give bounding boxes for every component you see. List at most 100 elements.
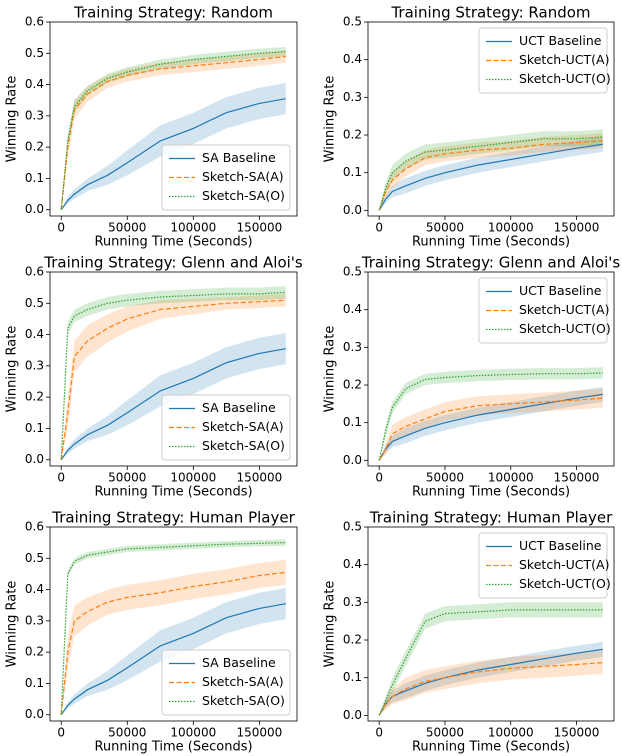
series-line — [378, 397, 603, 461]
legend-label: SA Baseline — [202, 400, 276, 415]
legend-label: Sketch-SA(A) — [202, 169, 284, 184]
y-tick-label: 0.1 — [25, 171, 44, 185]
confidence-band — [379, 129, 603, 211]
y-tick-label: 0.4 — [25, 77, 44, 91]
legend-label: Sketch-UCT(O) — [519, 576, 611, 591]
legend-label: UCT Baseline — [519, 283, 602, 298]
legend-box — [478, 27, 608, 94]
plot-frame — [49, 526, 298, 722]
series-line — [60, 291, 286, 460]
confidence-band — [379, 388, 603, 461]
y-tick-label: 0.3 — [25, 358, 44, 372]
y-tick-label: 0.1 — [343, 165, 362, 179]
legend-box — [478, 532, 608, 599]
y-tick-label: 0.5 — [25, 296, 44, 310]
series-line — [378, 662, 603, 716]
x-tick-label: 100000 — [170, 221, 216, 235]
legend-label: Sketch-UCT(A) — [519, 557, 609, 572]
chart-title: Training Strategy: Random — [73, 4, 273, 22]
legend-label: Sketch-SA(A) — [202, 674, 284, 689]
x-axis-label: Running Time (Seconds) — [94, 235, 252, 250]
series-line — [378, 372, 603, 461]
x-tick-label: 0 — [57, 471, 65, 485]
x-tick-label: 150000 — [554, 726, 600, 740]
y-tick-label: 0.2 — [343, 378, 362, 392]
x-axis-label: Running Time (Seconds) — [94, 485, 252, 500]
series-line — [378, 136, 603, 211]
series-line — [378, 143, 603, 211]
plot-area — [378, 602, 603, 716]
x-tick-label: 100000 — [170, 726, 216, 740]
legend: UCT Baseline Sketch-UCT(A) Sketch-UCT(O) — [478, 532, 611, 599]
legend-label: Sketch-UCT(A) — [519, 52, 609, 67]
x-tick-label: 100000 — [488, 471, 534, 485]
legend: SA Baseline Sketch-SA(A) Sketch-SA(O) — [161, 394, 291, 461]
x-tick-label: 150000 — [554, 221, 600, 235]
x-tick-label: 100000 — [488, 221, 534, 235]
legend-label: Sketch-UCT(O) — [519, 321, 611, 336]
confidence-band — [61, 293, 286, 460]
x-tick-label: 100000 — [488, 726, 534, 740]
y-tick-label: 0.0 — [343, 203, 362, 217]
legend-label: Sketch-SA(O) — [202, 438, 285, 453]
x-tick-label: 150000 — [236, 726, 282, 740]
y-tick-label: 0.0 — [25, 202, 44, 216]
y-tick-label: 0.2 — [343, 128, 362, 142]
y-tick-label: 0.6 — [25, 520, 44, 534]
y-tick-label: 0.0 — [25, 707, 44, 721]
y-tick-label: 0.5 — [25, 551, 44, 565]
legend-label: Sketch-SA(O) — [202, 693, 285, 708]
legend-label: Sketch-UCT(A) — [519, 302, 609, 317]
y-tick-label: 0.3 — [343, 90, 362, 104]
series-line — [60, 603, 286, 716]
x-tick-label: 0 — [57, 221, 65, 235]
x-axis-label: Running Time (Seconds) — [412, 235, 570, 250]
y-tick-label: 0.2 — [25, 390, 44, 404]
x-tick-label: 100000 — [170, 471, 216, 485]
legend-label: Sketch-SA(O) — [202, 188, 285, 203]
confidence-band — [379, 641, 603, 716]
chart-title: Training Strategy: Human Player — [51, 509, 295, 527]
confidence-band — [379, 133, 603, 211]
x-tick-label: 50000 — [108, 726, 146, 740]
y-tick-label: 0.5 — [25, 46, 44, 60]
y-axis-label: Winning Rate — [5, 581, 20, 668]
legend-box — [161, 394, 291, 461]
chart-title: Training Strategy: Human Player — [369, 509, 613, 527]
confidence-band — [379, 136, 603, 211]
y-tick-label: 0.6 — [25, 265, 44, 279]
series-line — [60, 299, 286, 460]
plot-frame — [367, 21, 615, 217]
y-tick-label: 0.4 — [343, 52, 362, 66]
y-tick-label: 0.4 — [25, 582, 44, 596]
y-tick-label: 0.0 — [25, 452, 44, 466]
y-tick-label: 0.2 — [25, 645, 44, 659]
series-line — [60, 542, 286, 715]
confidence-band — [61, 559, 286, 715]
y-axis-label: Winning Rate — [5, 326, 20, 413]
y-tick-label: 0.1 — [343, 415, 362, 429]
plot-frame — [367, 271, 615, 467]
confidence-band — [379, 386, 603, 461]
y-tick-label: 0.3 — [343, 340, 362, 354]
x-tick-label: 50000 — [108, 471, 146, 485]
legend-label: SA Baseline — [202, 150, 276, 165]
x-axis-label: Running Time (Seconds) — [412, 485, 570, 500]
confidence-band — [379, 651, 603, 716]
chart-title: Training Strategy: Glenn and Aloi's — [361, 254, 621, 272]
y-tick-label: 0.1 — [343, 670, 362, 684]
y-tick-label: 0.4 — [343, 557, 362, 571]
confidence-band — [379, 367, 603, 461]
plot-area — [378, 367, 603, 461]
legend: UCT Baseline Sketch-UCT(A) Sketch-UCT(O) — [478, 27, 611, 94]
confidence-band — [379, 602, 603, 716]
x-tick-label: 50000 — [426, 221, 464, 235]
x-tick-label: 50000 — [426, 471, 464, 485]
y-tick-label: 0.3 — [25, 108, 44, 122]
y-axis-label: Winning Rate — [5, 76, 20, 163]
legend: SA Baseline Sketch-SA(A) Sketch-SA(O) — [161, 144, 291, 211]
legend-label: Sketch-SA(A) — [202, 419, 284, 434]
plot-frame — [367, 526, 615, 722]
